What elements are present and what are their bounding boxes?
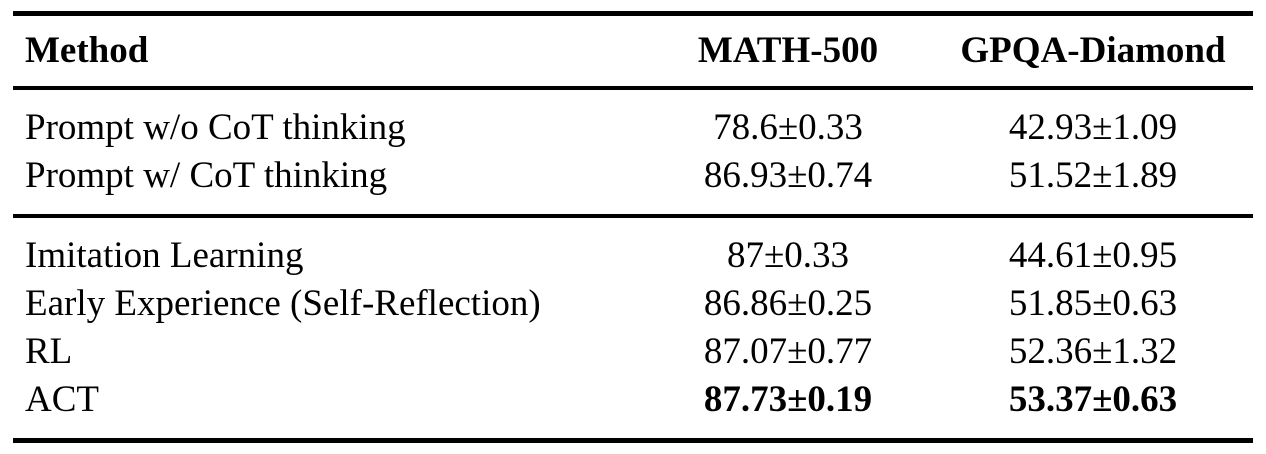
method-cell: Early Experience (Self-Reflection): [25, 283, 541, 324]
math500-cell: 78.6±0.33: [713, 107, 863, 148]
results-table: Method MATH-500 GPQA-Diamond Prompt w/o …: [13, 11, 1253, 443]
table-row: RL 87.07±0.77 52.36±1.32: [13, 328, 1253, 376]
math500-cell: 87.07±0.77: [703, 331, 873, 372]
column-header-method: Method: [25, 30, 149, 71]
gpqa-cell: 52.36±1.32: [1008, 331, 1178, 372]
math500-cell: 87.73±0.19: [703, 379, 873, 420]
math500-cell: 86.86±0.25: [703, 283, 873, 324]
method-cell: Prompt w/ CoT thinking: [25, 155, 388, 196]
gpqa-cell: 42.93±1.09: [1008, 107, 1178, 148]
method-cell: Imitation Learning: [25, 235, 304, 276]
table-row: ACT 87.73±0.19 53.37±0.63: [13, 376, 1253, 441]
method-cell: RL: [25, 331, 73, 372]
table-row: Prompt w/ CoT thinking 86.93±0.74 51.52±…: [13, 152, 1253, 216]
math500-cell: 86.93±0.74: [703, 155, 873, 196]
section-training-methods: Imitation Learning 87±0.33 44.61±0.95 Ea…: [13, 216, 1253, 441]
method-cell: ACT: [25, 379, 99, 420]
header-row: Method MATH-500 GPQA-Diamond: [13, 14, 1253, 88]
gpqa-cell: 44.61±0.95: [1008, 235, 1178, 276]
math500-cell: 87±0.33: [726, 235, 850, 276]
column-header-math500: MATH-500: [697, 30, 879, 71]
gpqa-cell: 53.37±0.63: [1008, 379, 1178, 420]
table-row: Imitation Learning 87±0.33 44.61±0.95: [13, 216, 1253, 280]
gpqa-cell: 51.52±1.89: [1008, 155, 1178, 196]
section-prompting-baselines: Prompt w/o CoT thinking 78.6±0.33 42.93±…: [13, 88, 1253, 216]
table-row: Prompt w/o CoT thinking 78.6±0.33 42.93±…: [13, 88, 1253, 152]
table-header: Method MATH-500 GPQA-Diamond: [13, 14, 1253, 88]
gpqa-cell: 51.85±0.63: [1008, 283, 1178, 324]
column-header-gpqa-diamond: GPQA-Diamond: [960, 30, 1226, 71]
method-cell: Prompt w/o CoT thinking: [25, 107, 406, 148]
table-row: Early Experience (Self-Reflection) 86.86…: [13, 280, 1253, 328]
